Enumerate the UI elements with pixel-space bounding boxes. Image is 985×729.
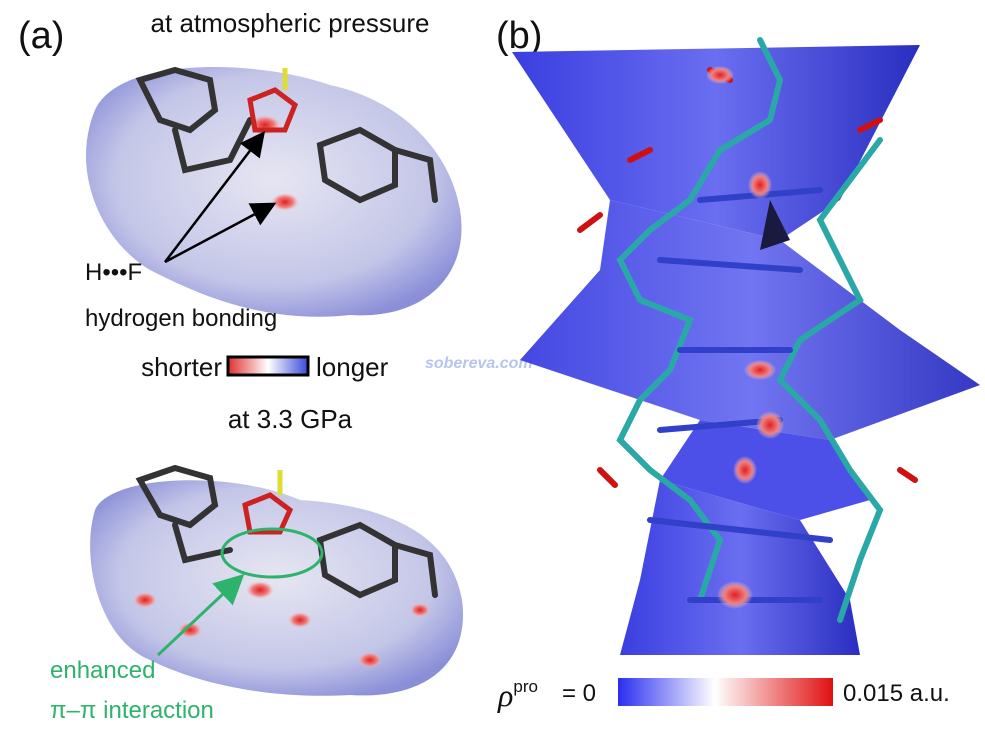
colorbar	[226, 355, 310, 377]
colorbar	[618, 678, 833, 706]
panel-label: (b)	[496, 15, 542, 57]
highlight-ellipse	[220, 527, 324, 579]
annotation: H•••F	[85, 259, 142, 286]
text: ρ	[497, 677, 513, 713]
colorbar-label: 0.015 a.u.	[843, 680, 950, 707]
panel-title: at atmospheric pressure	[151, 8, 430, 38]
colorbar-label: = 0	[562, 680, 596, 707]
colorbar-symbol: ρpro	[497, 677, 538, 713]
molecular-surface-bottom	[90, 464, 464, 696]
text: pro	[513, 677, 538, 696]
molecular-surface-top	[86, 66, 462, 317]
annotation: enhanced	[50, 657, 155, 684]
panel-title: at 3.3 GPa	[228, 404, 353, 434]
colorbar-label: shorter	[141, 352, 222, 382]
panel-label: (a)	[18, 15, 64, 57]
annotation: π–π interaction	[50, 697, 214, 724]
watermark: sobereva.com	[425, 355, 533, 372]
colorbar-label: longer	[316, 352, 389, 382]
annotation: hydrogen bonding	[85, 305, 277, 332]
